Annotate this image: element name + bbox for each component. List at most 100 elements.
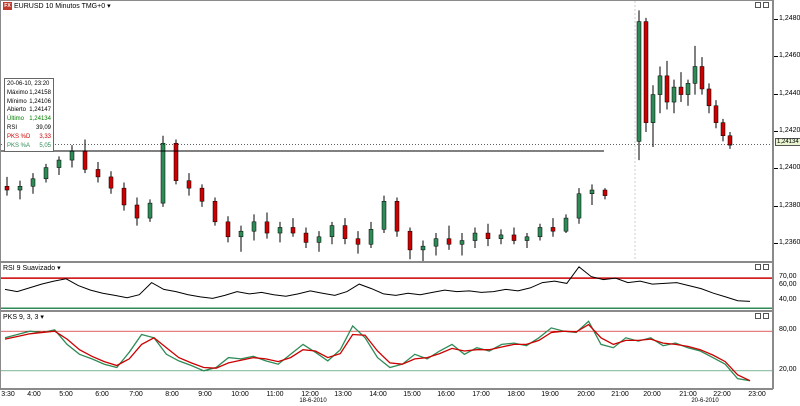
candle-body	[277, 227, 283, 234]
last-price-tag: 1,24134	[775, 138, 800, 147]
date-label: 18-6-2010	[299, 398, 327, 404]
window-buttons	[755, 2, 769, 8]
info-row: Último 1,24134	[7, 115, 51, 124]
info-value: 1,24158	[29, 89, 51, 96]
candle-body	[472, 232, 478, 241]
stoch-window-buttons	[755, 313, 769, 319]
candle-body	[316, 236, 322, 243]
rsi-pane[interactable]: RSI 9 Suavizado ▾	[0, 262, 773, 311]
candle-body	[251, 221, 257, 232]
candle-body	[589, 189, 595, 195]
stoch-title-text: PKS 9, 3, 3	[3, 313, 39, 321]
price-axis[interactable]: 1,24800 1,24600 1,24400 1,24200 1,24000 1,238…	[773, 0, 800, 262]
price-tick	[774, 168, 778, 170]
candle-body	[368, 229, 374, 245]
rsi-window-buttons	[755, 264, 769, 270]
candle-body	[43, 167, 49, 180]
time-axis[interactable]: 3:30 4:00 5:00 6:00 7:00 8:00 9:00 10:00 11:00 12…	[0, 389, 773, 406]
candle-body	[650, 94, 656, 123]
time-tick-label: 11:00	[266, 391, 284, 398]
info-label: PKS %D	[7, 133, 31, 140]
info-row: PKS %A 5,05	[7, 142, 51, 151]
info-label: PKS %A	[7, 142, 31, 149]
price-tick-label: 1,24000	[779, 164, 800, 172]
candle-body	[550, 227, 556, 232]
candle-body	[485, 232, 491, 239]
stoch-pane[interactable]: PKS 9, 3, 3 ▾	[0, 311, 773, 389]
minimize-icon[interactable]	[755, 313, 761, 319]
time-tick-label: 20:00	[643, 391, 661, 398]
maximize-icon[interactable]	[763, 2, 769, 8]
stoch-axis[interactable]: 80,00 20,00	[773, 311, 800, 389]
chevron-down-icon[interactable]: ▾	[107, 3, 111, 10]
info-label: RSI	[7, 124, 18, 131]
price-chart-pane[interactable]: FX EURUSD 10 Minutos TMG+0 ▾ 20-06-10, 2…	[0, 0, 773, 262]
time-tick-label: 15:00	[403, 391, 421, 398]
candle-body	[56, 159, 62, 168]
price-tick	[774, 18, 778, 20]
candle-body	[602, 189, 608, 196]
info-value: 1,24106	[29, 98, 51, 105]
candle-body	[498, 234, 504, 239]
info-box: 20-06-10, 23:20 Máximo 1,24158 Mínimo 1,241…	[4, 78, 54, 153]
rsi-axis[interactable]: 70,00 60,00 40,00	[773, 262, 800, 311]
candle-body	[433, 238, 439, 247]
price-tick	[774, 56, 778, 58]
time-tick-label: 13:00	[334, 391, 352, 398]
minimize-icon[interactable]	[755, 264, 761, 270]
info-value: 5,05	[39, 142, 51, 149]
chevron-down-icon[interactable]: ▾	[57, 265, 61, 272]
candle-body	[4, 186, 10, 191]
price-tick	[774, 243, 778, 245]
minimize-icon[interactable]	[755, 2, 761, 8]
time-tick-label: 14:00	[369, 391, 387, 398]
price-tick-label: 1,24800	[779, 14, 800, 22]
candle-body	[727, 135, 733, 146]
info-label: Mínimo	[7, 98, 27, 105]
info-value: 1,24134	[29, 116, 51, 123]
candle-body	[147, 202, 153, 219]
price-tick-label: 1,24600	[779, 52, 800, 60]
time-tick-label: 17:00	[472, 391, 490, 398]
time-tick-label: 4:00	[27, 391, 41, 398]
maximize-icon[interactable]	[763, 264, 769, 270]
rsi-tick-label: 40,00	[779, 295, 797, 303]
rsi-title: RSI 9 Suavizado ▾	[3, 264, 61, 273]
candle-body	[511, 234, 517, 241]
time-tick-label: 12:00	[301, 391, 319, 398]
maximize-icon[interactable]	[763, 313, 769, 319]
time-tick-label: 7:00	[129, 391, 143, 398]
candle-body	[692, 66, 698, 84]
time-tick-label: 8:00	[165, 391, 179, 398]
candle-body	[664, 75, 670, 103]
candle-body	[173, 142, 179, 181]
candle-body	[720, 122, 726, 136]
stoch-tick-label: 80,00	[779, 326, 797, 334]
candle-body	[524, 236, 530, 241]
time-tick-label: 23:00	[748, 391, 766, 398]
candle-body	[290, 227, 296, 234]
price-chart-canvas[interactable]	[1, 1, 773, 262]
info-value: 1,24147	[29, 107, 51, 114]
candle-body	[108, 176, 114, 189]
rsi-tick-label: 60,00	[779, 280, 797, 288]
candle-body	[30, 178, 36, 187]
candle-body	[699, 66, 705, 90]
chart-title-text: EURUSD 10 Minutos TMG+0	[14, 2, 106, 10]
candle-body	[643, 21, 649, 123]
price-tick-label: 1,24400	[779, 89, 800, 97]
stoch-title: PKS 9, 3, 3 ▾	[3, 313, 44, 322]
time-tick-label: 19:00	[541, 391, 559, 398]
candle-body	[685, 83, 691, 95]
chevron-down-icon[interactable]: ▾	[40, 314, 44, 321]
candle-body	[303, 232, 309, 243]
candle-body	[95, 169, 101, 178]
stoch-k-line	[4, 320, 751, 382]
rsi-line	[4, 266, 751, 302]
candle-body	[678, 86, 684, 95]
rsi-canvas	[1, 266, 772, 309]
candle-body	[69, 150, 75, 161]
time-tick-label: 6:00	[95, 391, 109, 398]
price-tick-label: 1,23600	[779, 239, 800, 247]
price-tick	[774, 205, 778, 207]
